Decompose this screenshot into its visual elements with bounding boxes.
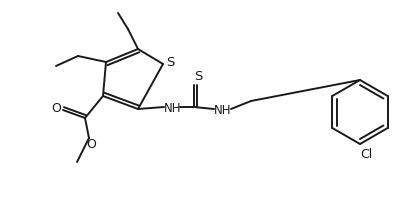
Text: O: O	[51, 102, 61, 116]
Text: S: S	[194, 71, 202, 84]
Text: Cl: Cl	[360, 148, 372, 160]
Text: NH: NH	[214, 105, 232, 117]
Text: O: O	[86, 138, 96, 151]
Text: S: S	[166, 56, 174, 68]
Text: NH: NH	[164, 102, 182, 116]
